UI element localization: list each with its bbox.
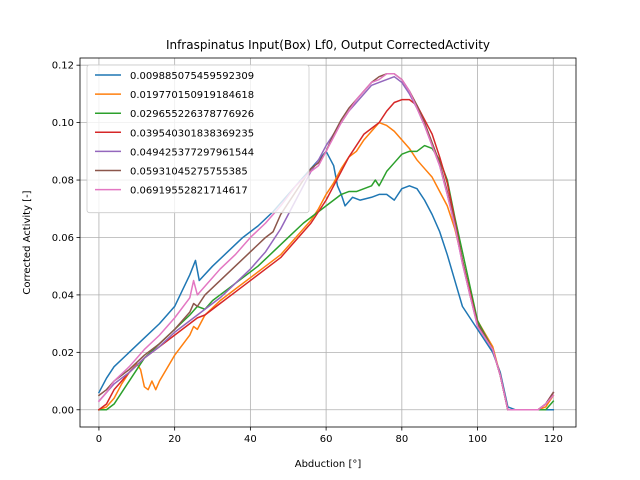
series-line-7 [97,73,555,411]
legend-label: 0.039540301838369235 [130,128,254,139]
x-tick-label: 40 [244,434,257,445]
axis-ticks: 0 20 40 60 80 100 120 0.00 0.02 0.04 0.06 0.08 0.10 0… [52,61,563,445]
y-tick-label: 0.04 [52,290,74,301]
y-tick-label: 0.12 [52,61,74,72]
x-tick-label: 0 [96,434,102,445]
legend-box [86,64,310,214]
x-tick-label: 80 [395,434,408,445]
y-tick-label: 0.00 [52,405,74,416]
legend-label: 0.009885075459592309 [130,71,254,82]
legend-label: 0.049425377297961544 [130,147,254,158]
series-line-1 [97,150,555,411]
y-tick-label: 0.08 [52,176,74,187]
x-tick-label: 120 [544,434,563,445]
y-axis-label: Corrected Activity [-] [22,190,33,294]
x-axis-label: Abduction [°] [295,459,362,470]
legend-label: 0.019770150919184618 [130,90,254,101]
legend: 0.009885075459592309 0.019770150919184618… [86,64,310,214]
y-tick-label: 0.10 [52,118,74,129]
x-tick-label: 60 [320,434,333,445]
plot-frame [79,57,577,428]
legend-label: 0.05931045275755385 [130,167,248,178]
y-tick-label: 0.02 [52,348,74,359]
x-tick-label: 100 [468,434,487,445]
x-tick-label: 20 [168,434,181,445]
y-tick-label: 0.06 [52,233,74,244]
legend-label: 0.029655226378776926 [130,109,254,120]
legend-label: 0.06919552821714617 [130,186,248,197]
series-lines [97,73,555,411]
chart-title: Infraspinatus Input(Box) Lf0, Output Cor… [166,38,490,52]
